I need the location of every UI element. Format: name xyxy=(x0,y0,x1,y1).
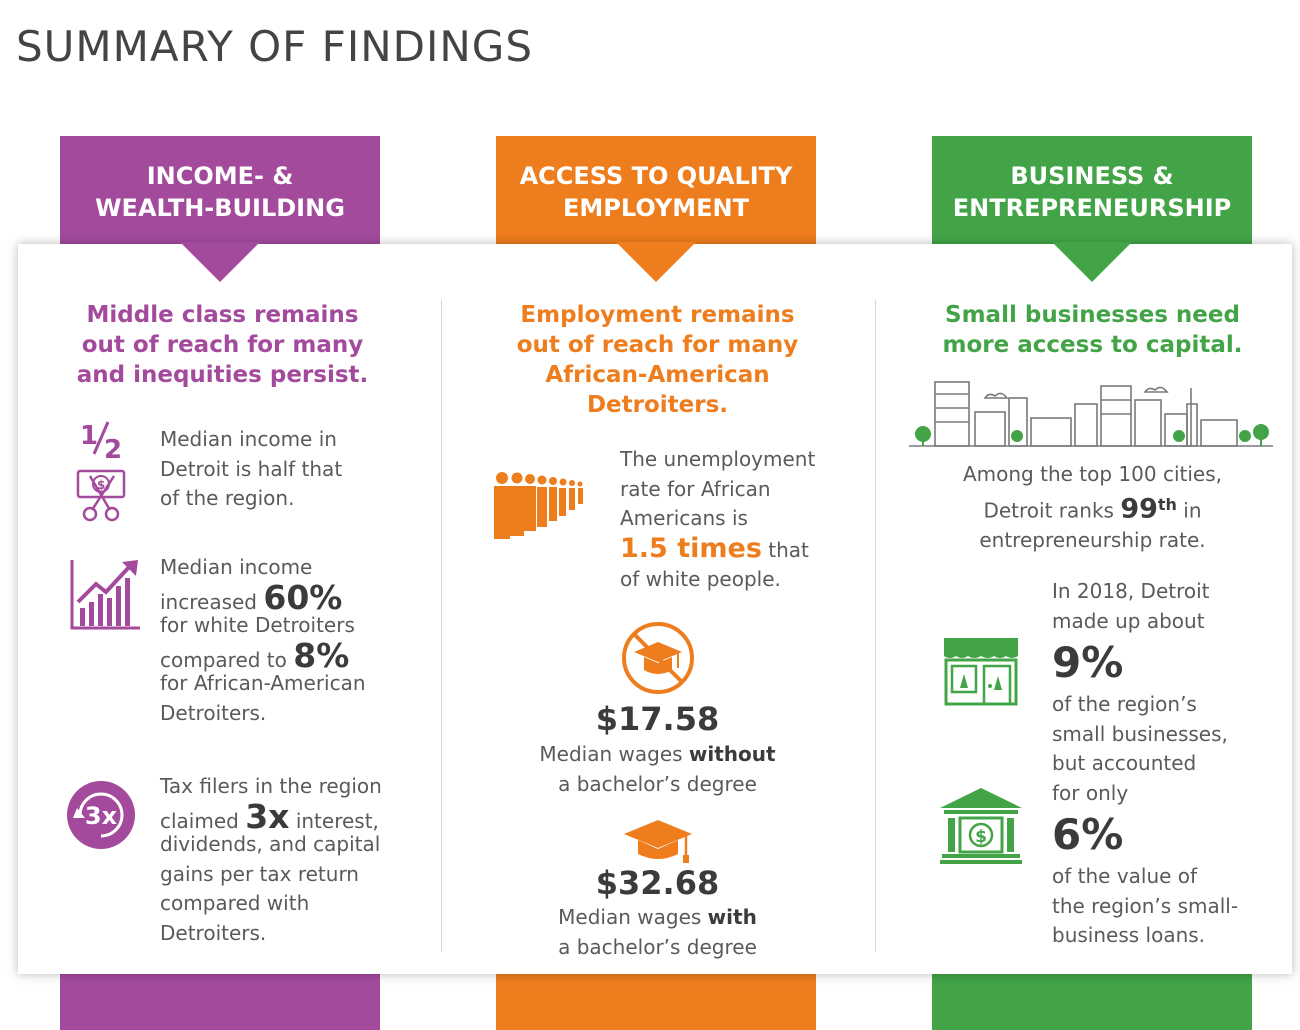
tab-employment: ACCESS TO QUALITY EMPLOYMENT xyxy=(496,136,816,244)
tab-notch-employment xyxy=(616,242,696,282)
tab-title-line1: INCOME- & xyxy=(146,162,294,190)
svg-text:2: 2 xyxy=(104,435,122,465)
wage-with-degree: $32.68 xyxy=(595,864,720,902)
svg-text:$: $ xyxy=(97,478,105,492)
tab-notch-income xyxy=(180,242,260,282)
tab-notch-business xyxy=(1052,242,1132,282)
no-degree-icon xyxy=(622,622,694,694)
city-skyline-icon xyxy=(909,381,1273,447)
graduation-cap-icon xyxy=(624,820,692,863)
tab-title-line2: WEALTH-BUILDING xyxy=(95,194,345,222)
svg-text:$: $ xyxy=(975,827,987,847)
half-money-icon: 1 2 $ xyxy=(76,421,126,522)
people-queue-icon xyxy=(494,472,583,539)
unemployment-finding: The unemployment rate for African American… xyxy=(620,447,816,591)
small-business-finding: In 2018, Detroit made up about 9% of the… xyxy=(1052,579,1239,947)
wage-without-degree: $17.58 xyxy=(595,700,720,738)
column-divider xyxy=(875,300,876,952)
half-income-finding: Median income in Detroit is half that of t… xyxy=(160,427,343,510)
tab-foot-business xyxy=(932,970,1252,1030)
tab-income-wealth: INCOME- & WEALTH-BUILDING xyxy=(60,136,380,244)
income-headline: Middle class remains out of reach for man… xyxy=(76,302,369,388)
svg-text:1: 1 xyxy=(80,421,98,451)
business-headline: Small businesses need more access to capi… xyxy=(942,302,1243,358)
bank-icon: $ xyxy=(940,788,1022,864)
tax-filers-finding: Tax filers in the region claimed 3x inte… xyxy=(160,774,382,945)
wage-with-degree-label: Median wages with a bachelor’s degree xyxy=(558,905,757,959)
column-divider xyxy=(441,300,442,952)
tab-title-line1: BUSINESS & xyxy=(1010,162,1174,190)
tab-foot-employment xyxy=(496,970,816,1030)
employment-headline: Employment remains out of reach for many A… xyxy=(516,302,799,418)
three-times-badge-text: 3x xyxy=(85,802,118,830)
tab-title-line1: ACCESS TO QUALITY xyxy=(519,162,793,190)
tab-foot-income xyxy=(60,970,380,1030)
median-income-finding: Median income increased 60% for white De… xyxy=(160,555,366,725)
wage-without-degree-label: Median wages without a bachelor’s degree xyxy=(539,742,776,796)
tab-title-line2: ENTREPRENEURSHIP xyxy=(952,194,1232,222)
growth-chart-icon xyxy=(70,560,140,630)
page-title: SUMMARY OF FINDINGS xyxy=(16,22,533,71)
entrepreneurship-rank-finding: Among the top 100 cities, Detroit ranks … xyxy=(962,462,1222,552)
three-times-icon: 3x xyxy=(67,781,135,849)
tab-title-line2: EMPLOYMENT xyxy=(563,194,749,222)
tab-business: BUSINESS & ENTREPRENEURSHIP xyxy=(932,136,1252,244)
storefront-icon xyxy=(944,638,1018,706)
